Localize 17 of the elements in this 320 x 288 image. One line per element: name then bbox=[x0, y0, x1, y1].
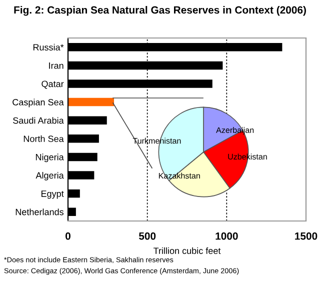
y-tick-label: Algeria bbox=[36, 172, 64, 180]
y-tick-label: North Sea bbox=[24, 135, 64, 142]
y-tick-label: Nigeria bbox=[36, 154, 64, 162]
y-tick-label: Caspian Sea bbox=[12, 98, 64, 108]
y-tick-label: Qatar bbox=[42, 80, 64, 89]
chart-title: Fig. 2: Caspian Sea Natural Gas Reserves in Context (2006) bbox=[14, 6, 306, 16]
bar bbox=[68, 98, 114, 106]
y-tick-label: Egypt bbox=[41, 190, 64, 199]
x-tick-label: 500 bbox=[138, 232, 156, 240]
y-tick-label: Russia* bbox=[33, 44, 64, 51]
y-tick-label: Netherlands bbox=[16, 208, 64, 216]
x-tick-label: 0 bbox=[66, 232, 70, 240]
x-tick-label: 1500 bbox=[295, 232, 318, 240]
x-tick-label: 1000 bbox=[216, 232, 238, 240]
y-tick-label: Saudi Arabia bbox=[13, 117, 64, 124]
x-axis-title: Trillion cubic feet bbox=[154, 247, 221, 254]
y-tick-label: Iran bbox=[49, 62, 64, 69]
